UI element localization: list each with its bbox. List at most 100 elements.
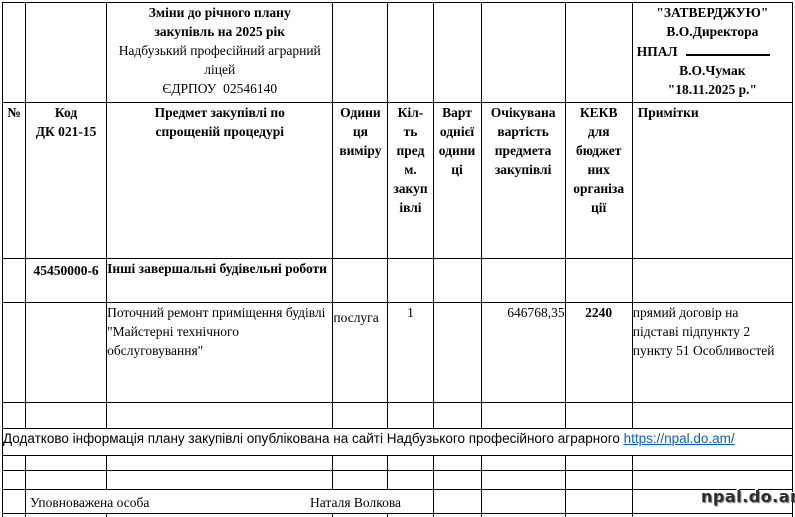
empty-cell (564, 258, 633, 303)
empty-cell (25, 302, 108, 403)
header-kekv: КЕКВ для бюджет них організа ції (564, 102, 633, 259)
spacer-row (1, 402, 794, 429)
empty-cell (106, 470, 334, 490)
empty-cell (480, 455, 566, 471)
empty-cell (387, 2, 434, 103)
signature-name: Наталя Волкова (310, 495, 402, 510)
empty-cell (332, 258, 389, 303)
empty-cell (564, 2, 633, 103)
document-title-cell: Зміни до річного плану закупівль на 2025… (106, 2, 334, 103)
edrpou-line: ЄДРПОУ 02546140 (162, 81, 278, 96)
approval-cell: "ЗАТВЕРДЖУЮ" В.О.Директора НПАЛ В.О.Чума… (631, 2, 794, 103)
empty-cell (432, 489, 482, 514)
empty-cell (564, 489, 633, 514)
header-expected-cost: Очікувана вартість предмета закупівлі (480, 102, 566, 259)
header-quantity: Кіл- ть пред м. закуп івлі (387, 102, 434, 259)
approval-header: "ЗАТВЕРДЖУЮ" (656, 5, 769, 20)
item-expected-cost: 646768,35 (480, 302, 566, 403)
empty-cell (1, 470, 27, 490)
item-kekv: 2240 (564, 302, 633, 403)
empty-cell (631, 402, 794, 429)
empty-cell (387, 513, 434, 517)
empty-cell (25, 402, 108, 429)
header-notes: Примітки (631, 102, 794, 259)
item-quantity: 1 (387, 302, 434, 403)
document-title-line: Зміни до річного плану (148, 5, 291, 20)
empty-cell (106, 455, 334, 471)
approval-org-label: НПАЛ (636, 44, 678, 59)
empty-cell (432, 402, 482, 429)
empty-cell (432, 258, 482, 303)
approval-org: НПАЛ (633, 41, 791, 61)
empty-cell (564, 402, 633, 429)
header-row: № Код ДК 021-15 Предмет закупівлі по спр… (1, 102, 794, 259)
item-notes: прямий договір на підставі підпункту 2 п… (631, 302, 794, 403)
empty-cell (432, 2, 482, 103)
empty-cell (1, 258, 27, 303)
spacer-row (1, 455, 794, 471)
empty-cell (631, 455, 794, 471)
document-title-line: закупівль на 2025 рік (154, 24, 286, 39)
empty-cell (1, 302, 27, 403)
spacer-row (1, 513, 794, 517)
category-row: 45450000-6 Інші завершальні будівельні р… (1, 258, 794, 303)
info-text: Додатково інформація плану закупівлі опу… (3, 431, 624, 446)
empty-cell (480, 258, 566, 303)
empty-cell (1, 489, 27, 514)
header-subject: Предмет закупівлі по спрощеній процедурі (106, 102, 334, 259)
empty-cell (332, 470, 389, 490)
empty-cell (332, 402, 389, 429)
empty-cell (480, 489, 566, 514)
category-subject: Інші завершальні будівельні роботи (106, 258, 334, 303)
header-unit-cost: Варт однієї одини ці (432, 102, 482, 259)
empty-cell (564, 470, 633, 490)
empty-cell (25, 470, 108, 490)
info-cell: Додатково інформація плану закупівлі опу… (2, 428, 793, 456)
header-num: № (1, 102, 27, 259)
empty-cell (25, 2, 108, 103)
empty-cell (332, 513, 389, 517)
empty-cell (432, 455, 482, 471)
site-watermark: npal.do.am (701, 487, 795, 506)
empty-cell (480, 513, 566, 517)
empty-cell (387, 470, 434, 490)
signature-line (685, 41, 770, 56)
header-unit: Одини ця виміру (332, 102, 389, 259)
item-unit-cost (432, 302, 482, 403)
item-subject: Поточний ремонт приміщення будівлі "Майс… (106, 302, 334, 403)
header-code: Код ДК 021-15 (25, 102, 108, 259)
signature-row: Уповноважена особа Наталя Волкова (1, 489, 794, 514)
empty-cell (564, 513, 633, 517)
empty-cell (332, 455, 389, 471)
empty-cell (25, 513, 108, 517)
approval-position: В.О.Директора (666, 24, 759, 39)
empty-cell (106, 402, 334, 429)
approval-date: "18.11.2025 р." (667, 82, 757, 97)
item-unit: послуга (332, 302, 389, 403)
signature-merged-cell: Уповноважена особа Наталя Волкова (25, 489, 434, 514)
empty-cell (480, 402, 566, 429)
empty-cell (387, 402, 434, 429)
site-link[interactable]: https://npal.do.am/ (623, 431, 735, 446)
signature-label: Уповноважена особа (30, 495, 150, 510)
empty-cell (631, 513, 794, 517)
empty-cell (1, 455, 27, 471)
empty-cell (387, 455, 434, 471)
empty-cell (631, 489, 794, 514)
empty-cell (106, 513, 334, 517)
organization-name-line: Надбузький професійний аграрний (118, 43, 321, 58)
empty-cell (25, 455, 108, 471)
empty-cell (480, 470, 566, 490)
item-notes-text: прямий договір на підставі підпункту 2 п… (632, 305, 775, 358)
title-row: Зміни до річного плану закупівль на 2025… (1, 2, 794, 103)
info-row: Додатково інформація плану закупівлі опу… (2, 428, 793, 456)
spacer-row (1, 470, 794, 490)
empty-cell (432, 470, 482, 490)
empty-cell (631, 258, 794, 303)
empty-cell (332, 2, 389, 103)
empty-cell (387, 258, 434, 303)
item-row: Поточний ремонт приміщення будівлі "Майс… (1, 302, 794, 403)
empty-cell (1, 2, 27, 103)
